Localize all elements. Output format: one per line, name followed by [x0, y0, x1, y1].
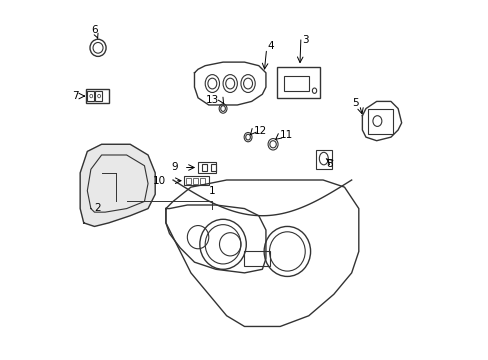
Text: 3: 3	[301, 35, 308, 45]
Text: 4: 4	[267, 41, 274, 51]
Bar	[183, 176, 208, 185]
Text: 9: 9	[171, 162, 178, 172]
Text: 5: 5	[351, 98, 358, 108]
Text: 6: 6	[91, 25, 98, 38]
Bar	[200, 178, 205, 184]
Bar	[201, 164, 206, 171]
Bar	[192, 178, 198, 184]
Bar	[276, 67, 319, 98]
Bar	[315, 150, 331, 169]
Text: 13: 13	[206, 95, 219, 105]
Bar	[185, 178, 190, 184]
Text: 7: 7	[72, 91, 78, 101]
Bar	[210, 164, 216, 171]
Bar	[85, 89, 108, 103]
Bar	[367, 109, 392, 134]
Bar	[198, 162, 216, 173]
Text: 10: 10	[152, 176, 165, 186]
Text: 2: 2	[95, 203, 101, 213]
Polygon shape	[80, 144, 155, 226]
Bar	[283, 76, 308, 91]
Bar	[95, 91, 102, 102]
Text: 11: 11	[279, 130, 292, 140]
Bar	[87, 91, 94, 102]
Text: 1: 1	[208, 186, 215, 196]
Text: 12: 12	[253, 126, 266, 136]
Text: 8: 8	[326, 159, 333, 169]
Bar	[244, 251, 269, 266]
